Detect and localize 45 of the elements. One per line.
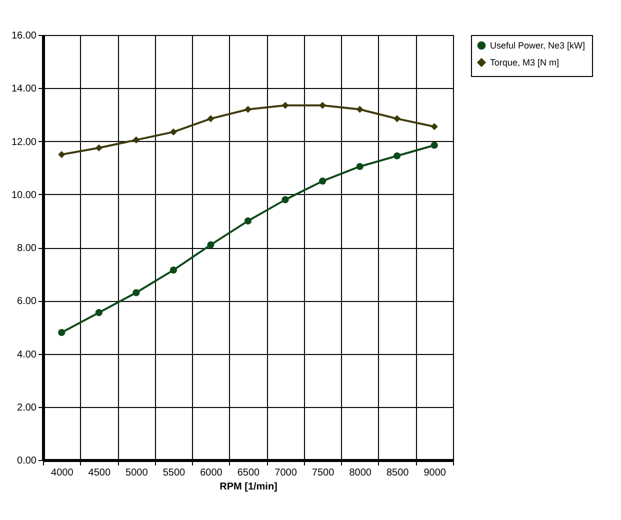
point bbox=[170, 128, 177, 136]
legend-label: Useful Power, Ne3 [kW] bbox=[490, 40, 586, 50]
y-tick-label: 6.00 bbox=[17, 296, 37, 308]
point bbox=[244, 217, 252, 224]
point bbox=[207, 115, 214, 122]
y-tick-label: 2.00 bbox=[17, 402, 37, 414]
y-tick-label: 14.00 bbox=[11, 84, 37, 95]
x-tick-label: 4500 bbox=[88, 468, 111, 478]
point bbox=[319, 102, 326, 109]
legend-label: Torque, M3 [N m] bbox=[490, 58, 560, 68]
x-tick-label: 5500 bbox=[162, 468, 186, 478]
point bbox=[170, 266, 177, 274]
y-tick-label: 4.00 bbox=[17, 349, 37, 360]
point bbox=[356, 162, 364, 170]
x-tick-label: 7000 bbox=[274, 468, 298, 478]
x-tick-label: 6500 bbox=[237, 468, 260, 478]
x-tick-label: 9000 bbox=[424, 468, 446, 478]
point bbox=[132, 136, 140, 144]
x-tick-label: 6000 bbox=[200, 468, 223, 478]
point bbox=[394, 152, 401, 160]
x-axis-title: RPM [1/min] bbox=[220, 482, 278, 492]
point bbox=[282, 102, 289, 109]
point bbox=[95, 144, 102, 152]
y-tick-label: 8.00 bbox=[17, 243, 37, 254]
point bbox=[394, 115, 401, 122]
point bbox=[244, 106, 252, 113]
x-tick-label: 5000 bbox=[126, 468, 148, 478]
point bbox=[356, 106, 364, 113]
y-tick-label: 10.00 bbox=[11, 190, 37, 201]
point bbox=[207, 241, 214, 248]
point bbox=[58, 328, 66, 336]
point bbox=[282, 196, 289, 204]
point bbox=[430, 142, 438, 149]
y-tick-label: 0.00 bbox=[17, 456, 37, 466]
point bbox=[58, 150, 66, 158]
x-tick-label: 7500 bbox=[312, 468, 335, 478]
y-tick-label: 16.00 bbox=[11, 30, 37, 42]
point bbox=[132, 289, 140, 296]
point bbox=[319, 178, 326, 185]
x-tick-label: 4000 bbox=[51, 468, 74, 478]
point bbox=[95, 309, 102, 316]
y-tick-label: 12.00 bbox=[11, 136, 37, 148]
point bbox=[430, 123, 438, 130]
x-tick-label: 8500 bbox=[386, 468, 410, 478]
x-tick-label: 8000 bbox=[349, 468, 372, 478]
